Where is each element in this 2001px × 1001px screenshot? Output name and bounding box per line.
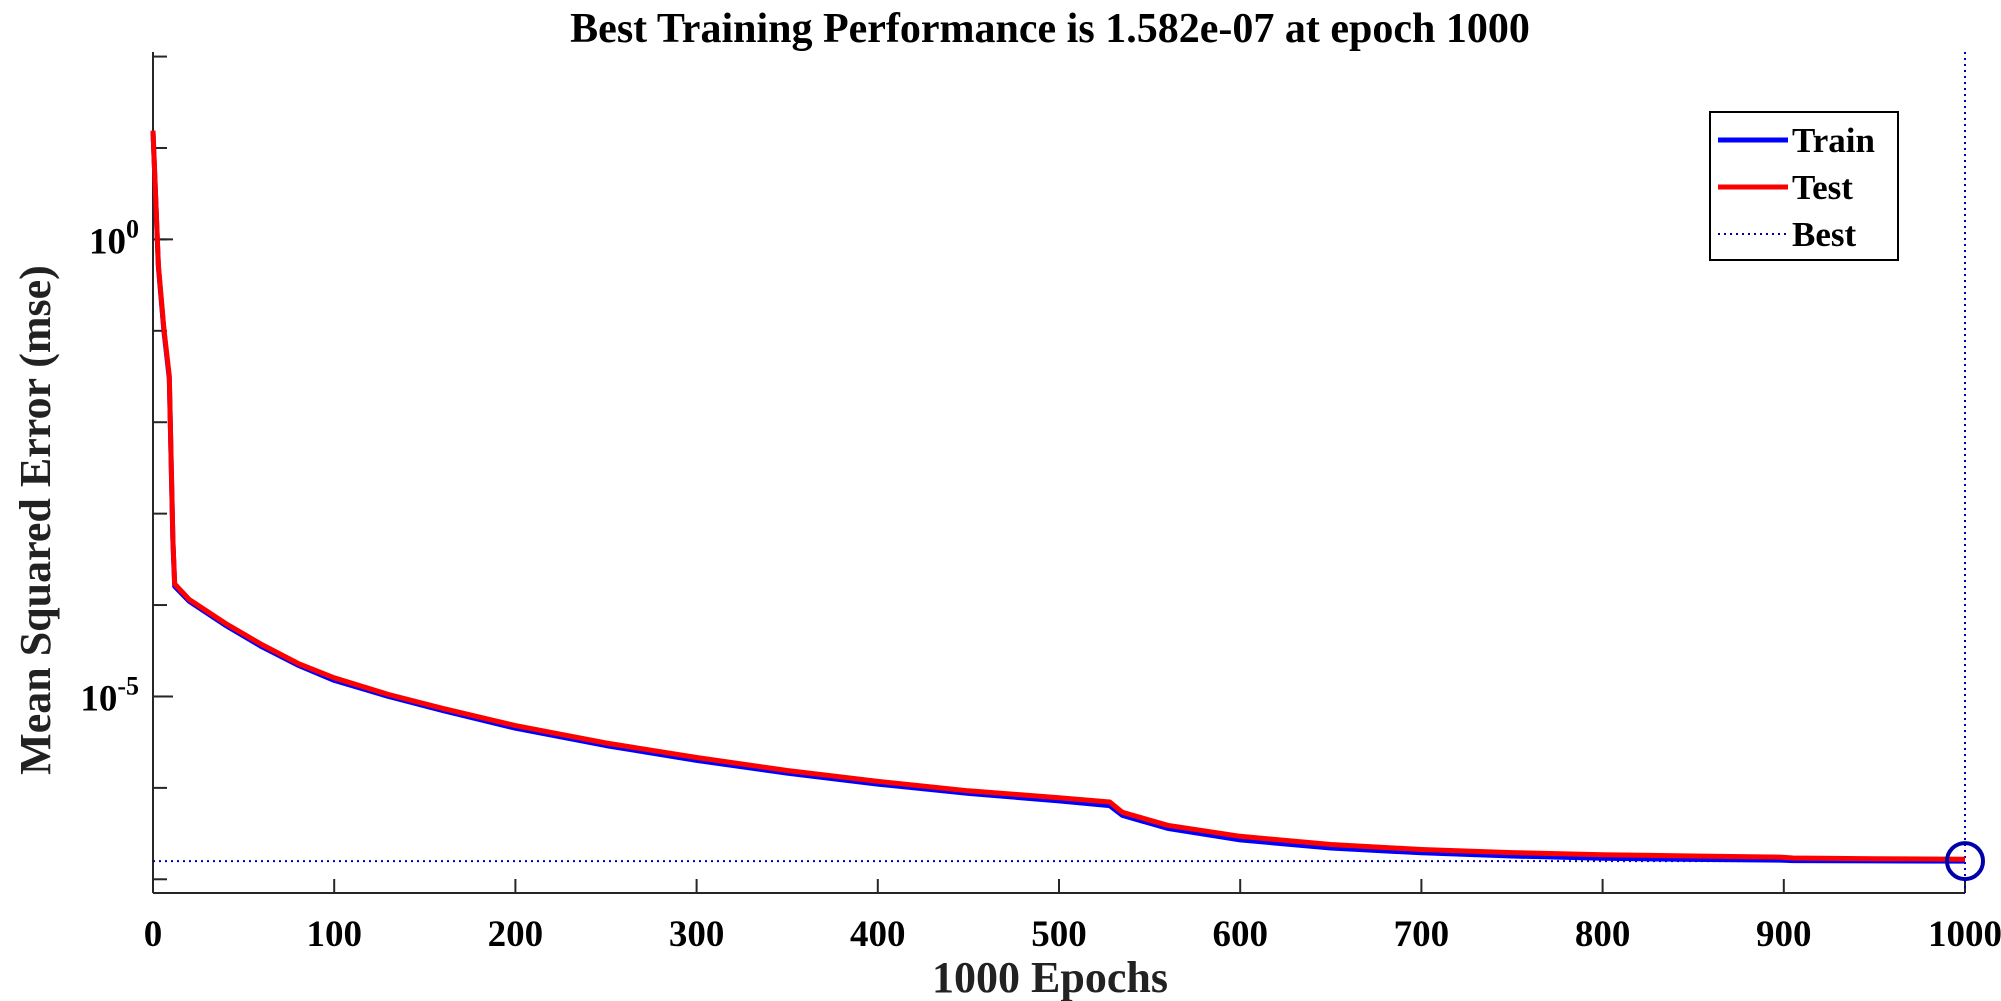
x-tick-label: 300 [669, 914, 725, 955]
series-line-train [150, 131, 1966, 864]
series-line-test [150, 130, 1966, 862]
x-tick-label: 600 [1212, 914, 1268, 955]
x-tick-label: 200 [488, 914, 544, 955]
chart-title: Best Training Performance is 1.582e-07 a… [570, 6, 1530, 52]
series-layer [150, 52, 1985, 893]
x-tick-label: 900 [1756, 914, 1812, 955]
x-tick-label: 500 [1031, 914, 1087, 955]
legend-label-best: Best [1792, 215, 1857, 254]
x-tick-label: 700 [1394, 914, 1450, 955]
legend: Train Test Best [1709, 111, 1899, 261]
x-tick-label: 400 [850, 914, 906, 955]
axes: 0 100 200 300 400 500 600 700 800 900 1000 100 10-5 [80, 52, 2001, 955]
legend-label-test: Test [1792, 168, 1853, 207]
y-tick-label: 10-5 [80, 671, 139, 719]
x-tick-label: 1000 [1928, 914, 2001, 955]
best-marker [1945, 841, 1985, 882]
y-axis-label: Mean Squared Error (mse) [11, 265, 60, 775]
x-tick-label: 800 [1575, 914, 1631, 955]
x-tick-label: 0 [144, 914, 163, 955]
x-tick-label: 100 [306, 914, 362, 955]
x-axis-label: 1000 Epochs [932, 953, 1168, 1001]
y-tick-label: 100 [89, 214, 139, 262]
legend-label-train: Train [1792, 121, 1875, 160]
